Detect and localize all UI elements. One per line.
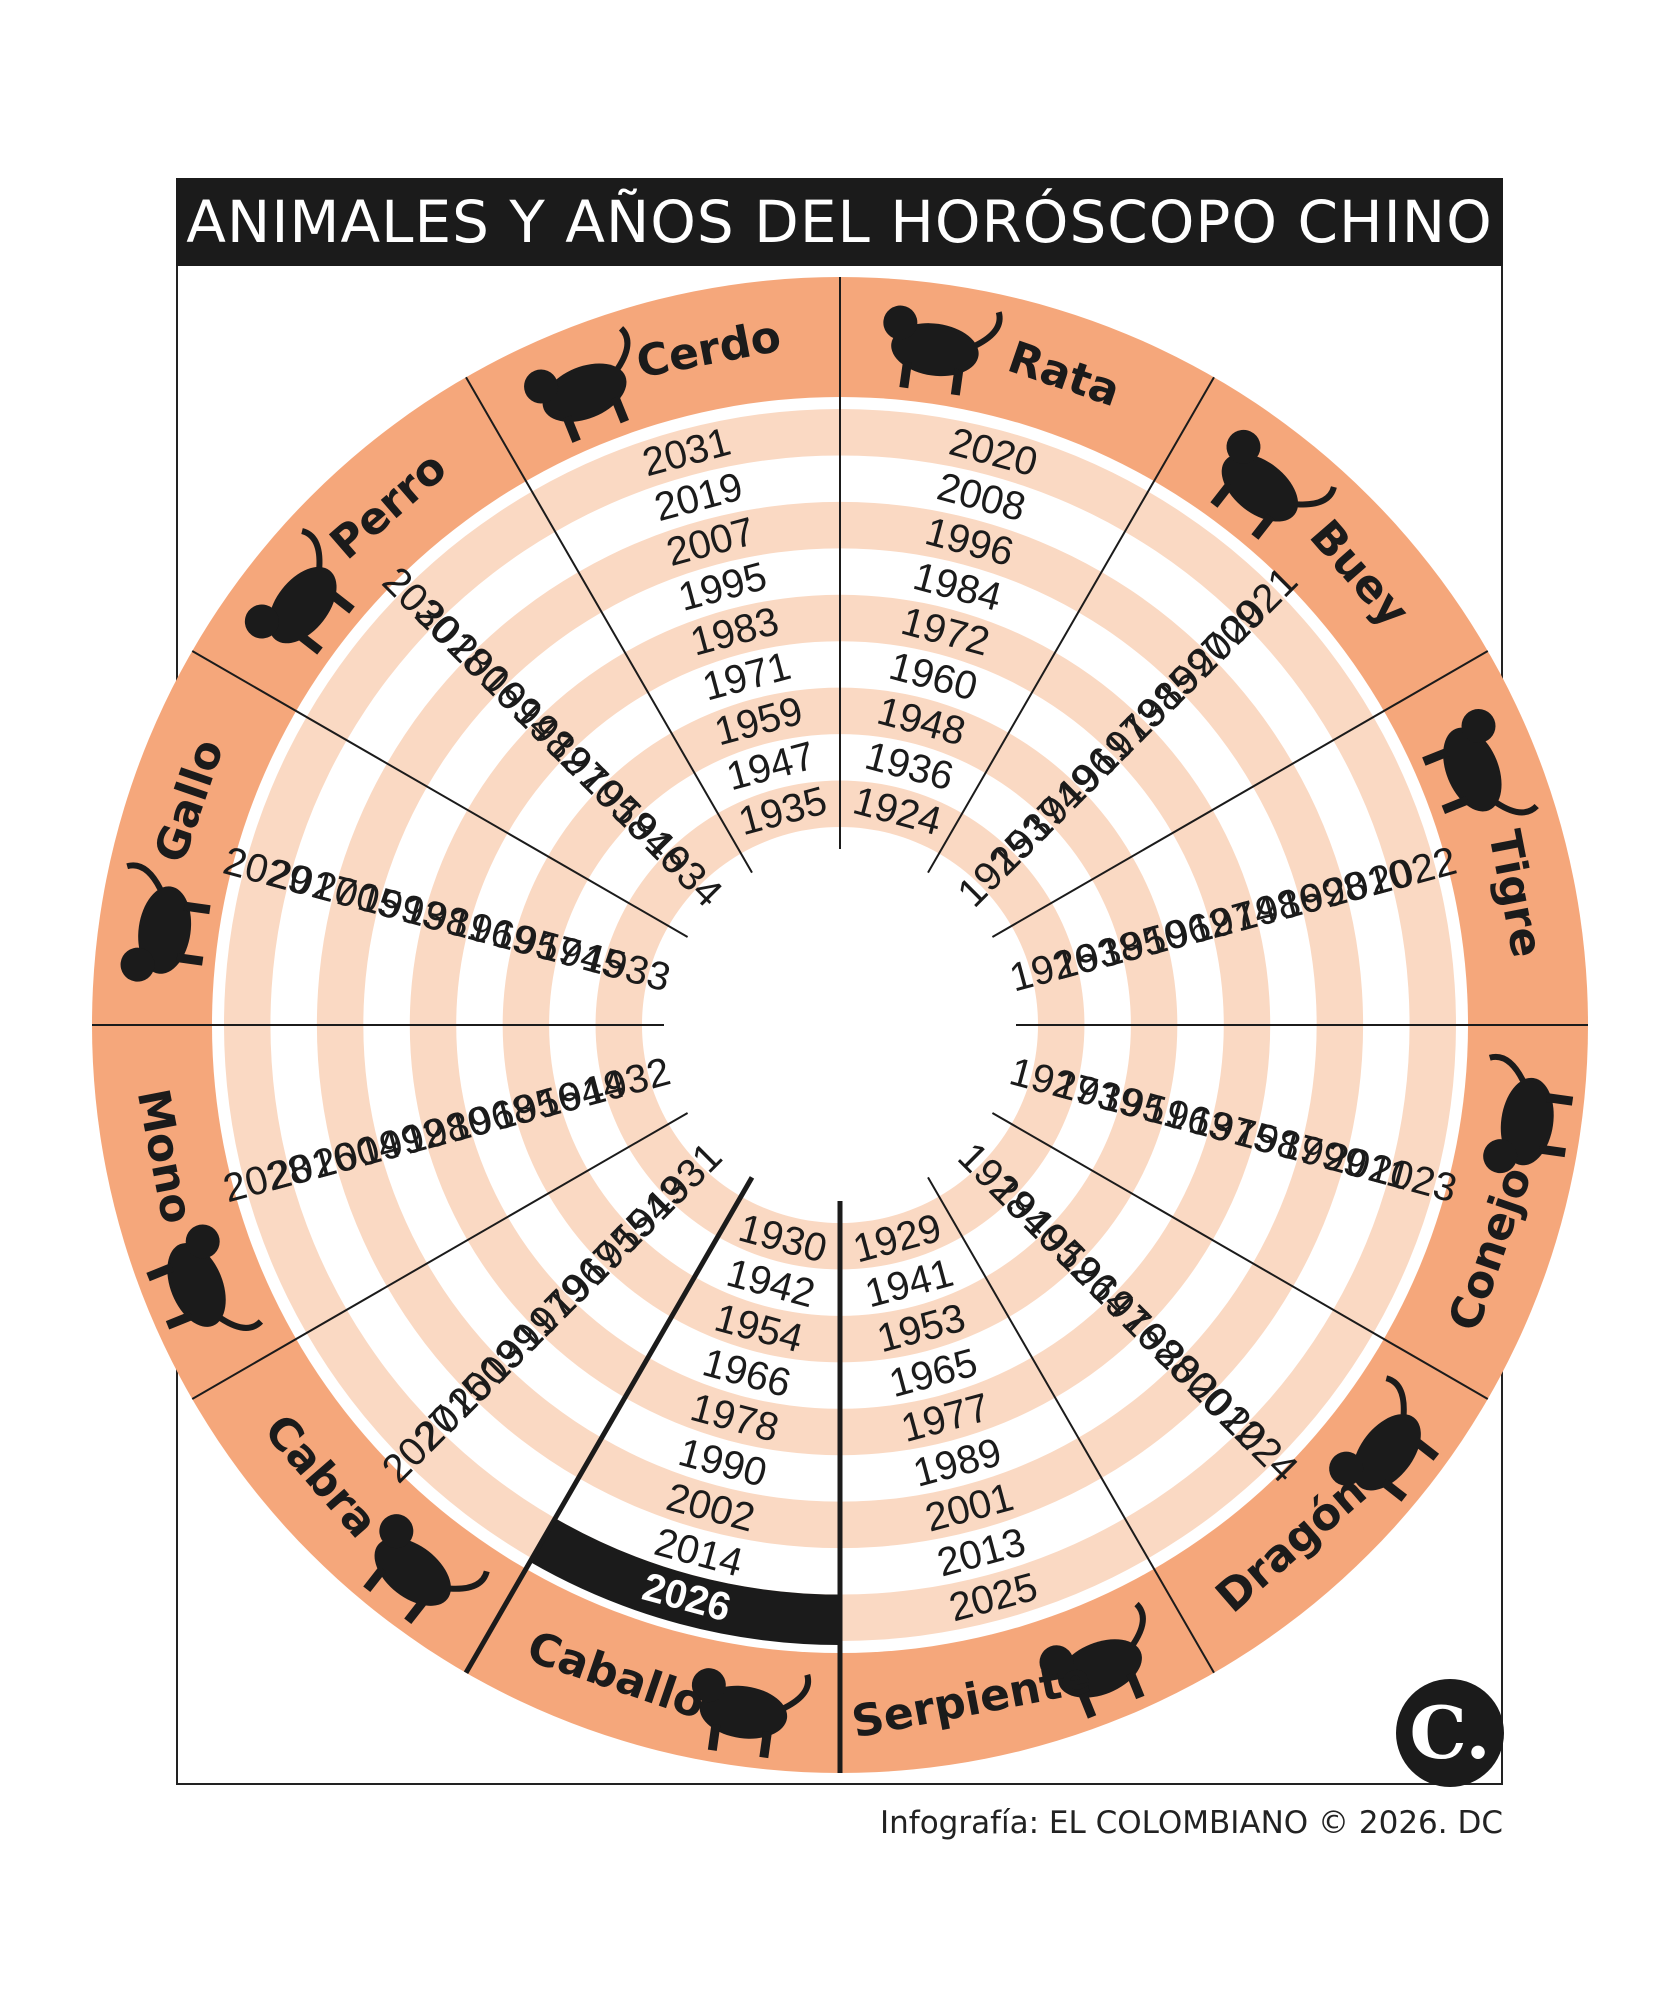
animal-icons	[120, 305, 1574, 1759]
sector-dividers	[92, 277, 1588, 1773]
sector-divider	[463, 1176, 755, 1675]
snake-icon	[1039, 1601, 1146, 1719]
center-hole	[664, 849, 1016, 1201]
year-bands	[92, 277, 1588, 1773]
sector-divider	[191, 650, 689, 938]
sector-divider	[927, 1176, 1215, 1674]
sector-divider	[927, 376, 1215, 874]
dog-icon	[244, 528, 355, 655]
title-bar: ANIMALES Y AÑOS DEL HORÓSCOPO CHINO	[176, 178, 1503, 266]
ox-icon	[1210, 429, 1337, 540]
goat-icon	[363, 1514, 490, 1625]
rooster-icon	[120, 862, 211, 982]
sector-divider	[991, 650, 1489, 938]
page-title: ANIMALES Y AÑOS DEL HORÓSCOPO CHINO	[186, 188, 1493, 256]
tiger-icon	[1422, 709, 1539, 816]
sector-divider	[465, 376, 753, 874]
logo-circle	[1396, 1679, 1504, 1787]
logo: C.	[1396, 1679, 1504, 1787]
pig-icon	[524, 326, 631, 443]
rabbit-icon	[1483, 1053, 1574, 1174]
highlight-band	[530, 1518, 840, 1645]
highlight-band-2026	[530, 1518, 840, 1645]
rat-icon	[883, 305, 1003, 396]
dragon-icon	[1329, 1375, 1440, 1502]
logo-letter: C.	[1409, 1690, 1490, 1775]
monkey-icon	[146, 1224, 264, 1331]
credit-line: Infografía: EL COLOMBIANO © 2026. DC	[879, 1805, 1503, 1841]
sector-divider	[191, 1112, 689, 1400]
horse-icon	[691, 1668, 812, 1759]
sector-divider	[991, 1112, 1489, 1400]
